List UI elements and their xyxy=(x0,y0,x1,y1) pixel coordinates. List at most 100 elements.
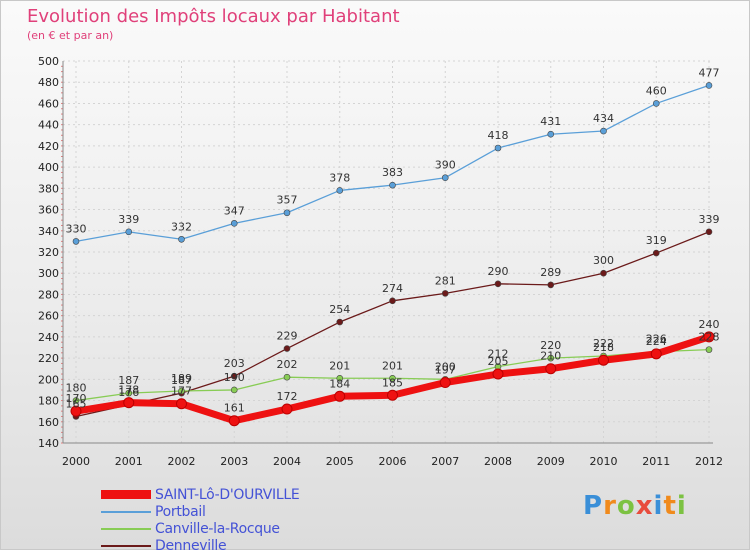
data-point xyxy=(389,297,396,305)
proxiti-logo: Proxiti xyxy=(583,491,687,521)
legend-item-canville[interactable]: Canville-la-Rocque xyxy=(101,520,299,537)
data-point xyxy=(494,144,502,152)
data-point xyxy=(703,331,715,343)
data-point xyxy=(336,187,344,194)
y-tick-label: 140 xyxy=(38,437,59,450)
x-tick-label: 2007 xyxy=(431,455,459,468)
x-tick-label: 2002 xyxy=(168,455,196,468)
data-point xyxy=(441,290,449,297)
data-label: 431 xyxy=(540,115,561,128)
data-point xyxy=(228,415,240,427)
data-point xyxy=(600,127,607,135)
data-point xyxy=(334,390,346,402)
y-tick-label: 180 xyxy=(38,395,59,408)
data-label: 226 xyxy=(646,333,667,346)
y-tick-label: 340 xyxy=(38,225,59,238)
data-point xyxy=(283,373,291,381)
data-label: 197 xyxy=(435,364,456,377)
legend-swatch xyxy=(101,510,151,513)
data-label: 184 xyxy=(329,377,350,390)
data-point xyxy=(439,377,451,389)
data-label: 357 xyxy=(277,194,298,207)
data-label: 390 xyxy=(435,159,456,172)
data-point xyxy=(705,346,713,353)
data-label: 477 xyxy=(699,66,720,79)
data-label: 339 xyxy=(118,213,139,226)
data-point xyxy=(389,374,396,382)
data-label: 180 xyxy=(66,382,87,395)
y-tick-label: 240 xyxy=(38,331,59,344)
data-point xyxy=(494,280,502,288)
data-point xyxy=(230,386,238,394)
label-layer: 330 339 332 347 357 378 383 390 418 431 434 460 477 1… xyxy=(66,66,720,414)
data-point xyxy=(176,398,187,410)
data-point xyxy=(70,405,82,417)
grid-layer xyxy=(63,60,713,444)
data-point xyxy=(230,372,238,380)
data-label: 202 xyxy=(277,358,298,371)
data-point xyxy=(547,130,555,138)
y-tick-label: 260 xyxy=(38,310,59,323)
data-label: 229 xyxy=(277,330,298,343)
data-point xyxy=(600,269,607,277)
data-point xyxy=(281,403,293,415)
data-point xyxy=(125,389,133,397)
data-label: 319 xyxy=(646,234,667,247)
x-tick-label: 2005 xyxy=(326,455,354,468)
data-label: 218 xyxy=(593,341,614,354)
x-tick-label: 2003 xyxy=(220,455,248,468)
logo-letter: P xyxy=(583,491,604,521)
data-label: 347 xyxy=(224,204,245,217)
logo-letter: i xyxy=(676,491,687,521)
data-label: 201 xyxy=(382,359,403,372)
data-label: 224 xyxy=(646,335,667,348)
data-label: 185 xyxy=(382,376,403,389)
data-label: 290 xyxy=(488,265,509,278)
x-tick-label: 2009 xyxy=(537,455,565,468)
legend-swatch xyxy=(101,490,151,499)
legend-label: Portbail xyxy=(155,503,206,520)
data-label: 228 xyxy=(699,331,720,344)
data-label: 220 xyxy=(540,339,561,352)
legend-label: SAINT-Lô-D'OURVILLE xyxy=(155,486,300,503)
x-tick-label: 2011 xyxy=(642,455,670,468)
data-label: 200 xyxy=(435,360,456,373)
data-point xyxy=(387,389,398,401)
legend-item-denneville[interactable]: Denneville xyxy=(101,537,299,554)
y-tick-label: 500 xyxy=(38,55,59,68)
data-label: 177 xyxy=(171,385,192,398)
data-label: 203 xyxy=(224,357,245,370)
data-label: 332 xyxy=(171,220,192,233)
legend-label: Denneville xyxy=(155,537,227,554)
y-tick-label: 440 xyxy=(38,119,59,132)
logo-letter: t xyxy=(663,491,677,521)
data-point xyxy=(547,281,555,289)
data-label: 190 xyxy=(224,371,245,384)
data-label: 176 xyxy=(118,386,139,399)
data-point xyxy=(336,318,344,326)
data-label: 383 xyxy=(382,166,403,179)
data-point xyxy=(125,228,133,236)
data-point xyxy=(389,181,396,189)
logo-letter: r xyxy=(603,491,617,521)
legend-swatch xyxy=(101,544,151,547)
data-label: 187 xyxy=(118,374,139,387)
data-label: 170 xyxy=(66,392,87,405)
data-label: 210 xyxy=(540,350,561,363)
data-point xyxy=(705,228,713,236)
y-tick-label: 380 xyxy=(38,182,59,195)
logo-letter: i xyxy=(653,491,664,521)
logo-letter: o xyxy=(616,491,636,521)
data-label: 434 xyxy=(593,112,614,125)
legend-item-portbail[interactable]: Portbail xyxy=(101,503,299,520)
y-tick-label: 460 xyxy=(38,97,59,110)
data-label: 222 xyxy=(593,337,614,350)
data-label: 274 xyxy=(382,282,403,295)
data-point xyxy=(492,368,504,380)
axis-layer: 140 160 180 200 220 240 260 280 300 320 340 360 380 4… xyxy=(38,55,723,468)
data-point xyxy=(652,249,660,257)
legend-item-saint-lo[interactable]: SAINT-Lô-D'OURVILLE xyxy=(101,486,300,503)
data-point xyxy=(283,345,291,352)
